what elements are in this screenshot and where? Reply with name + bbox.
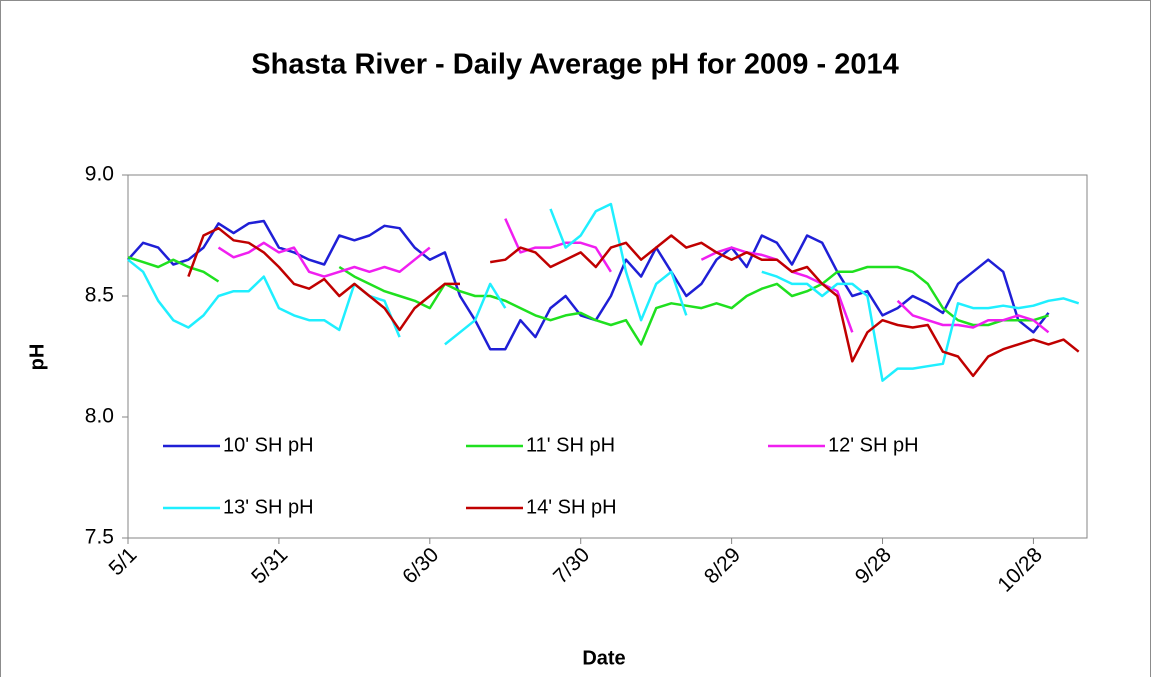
x-axis-title: Date [582, 647, 625, 669]
legend-label: 13' SH pH [223, 496, 314, 518]
legend-label: 12' SH pH [828, 434, 919, 456]
plot-area [127, 174, 1088, 539]
y-tick-label: 7.5 [85, 526, 114, 549]
series-line [187, 226, 1080, 378]
legend-label: 14' SH pH [526, 496, 617, 518]
y-tick-label: 8.0 [85, 405, 114, 428]
series-line [127, 202, 1080, 382]
y-tick-label: 8.5 [85, 284, 114, 307]
chart-title: Shasta River - Daily Average pH for 2009… [251, 49, 898, 81]
legend-label: 10' SH pH [223, 434, 314, 456]
series-line [217, 218, 1050, 334]
series-line [127, 256, 1049, 346]
y-tick-label: 9.0 [85, 163, 114, 186]
legend-label: 11' SH pH [526, 434, 615, 456]
y-axis-title: pH [26, 344, 48, 371]
